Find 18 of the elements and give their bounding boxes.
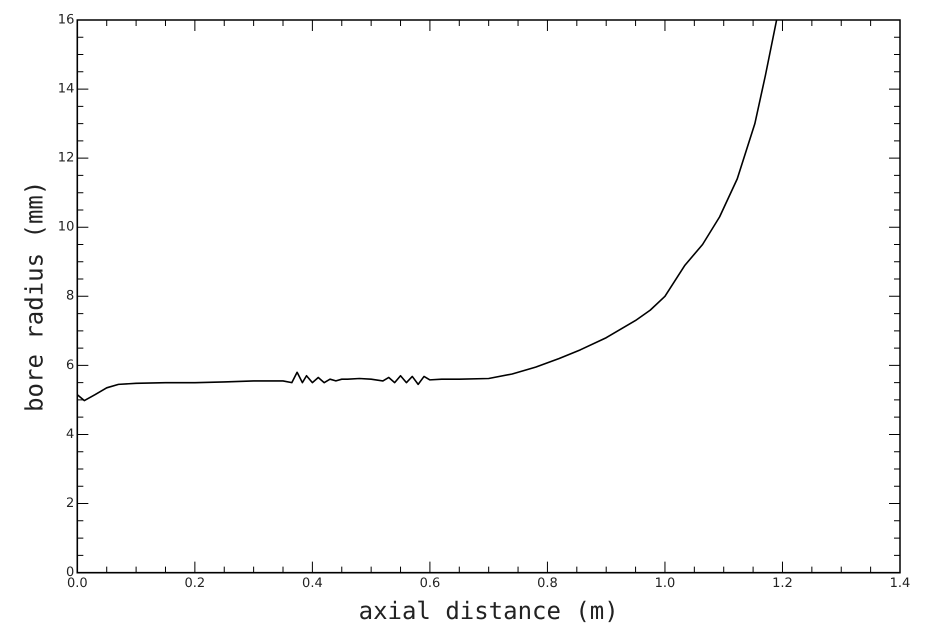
y-tick-label: 16 bbox=[58, 12, 74, 28]
y-tick-label: 10 bbox=[58, 220, 74, 235]
x-tick-label: 0.6 bbox=[420, 576, 440, 591]
y-tick-label: 14 bbox=[58, 81, 74, 96]
x-tick-label: 0.4 bbox=[302, 576, 323, 591]
y-axis-title: bore radius (mm) bbox=[20, 180, 49, 412]
y-tick-label: 4 bbox=[66, 426, 74, 442]
y-tick-label: 6 bbox=[66, 358, 74, 373]
x-tick-label: 0.2 bbox=[184, 576, 206, 591]
x-axis-title: axial distance (m) bbox=[358, 596, 619, 625]
y-tick-label: 12 bbox=[58, 150, 74, 166]
y-tick-label: 8 bbox=[66, 288, 74, 304]
y-tick-label: 2 bbox=[66, 496, 74, 511]
x-tick-label: 1.4 bbox=[890, 576, 910, 591]
x-tick-label: 1.0 bbox=[654, 576, 676, 591]
x-tick-label: 0.0 bbox=[67, 576, 88, 591]
x-tick-label: 1.2 bbox=[772, 576, 793, 591]
x-tick-label: 0.8 bbox=[537, 576, 558, 591]
